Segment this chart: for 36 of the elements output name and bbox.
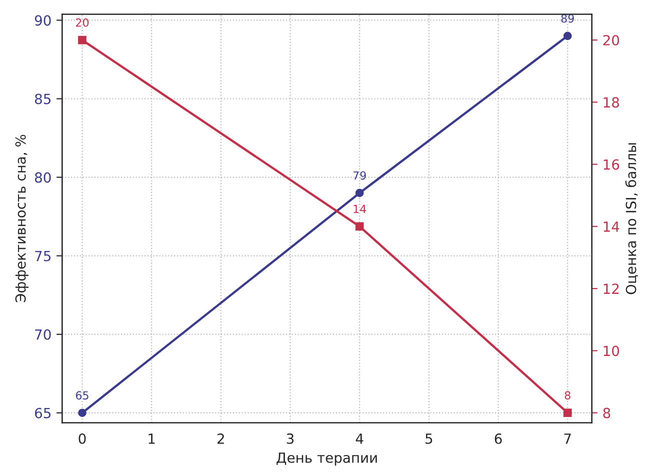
x-tick-label: 0 xyxy=(78,433,86,444)
y2-tick-label: 10 xyxy=(604,346,620,356)
y-tick-label: 65 xyxy=(35,408,50,418)
point xyxy=(78,408,86,418)
data-label: 79 xyxy=(353,171,366,180)
x-tick-label: 7 xyxy=(564,434,571,444)
y2-tick-label: 8 xyxy=(603,408,610,418)
point xyxy=(78,36,86,44)
point xyxy=(355,188,364,198)
data-label: 20 xyxy=(76,18,89,27)
x-tick-label: 5 xyxy=(426,434,432,444)
point xyxy=(355,222,364,231)
y2-tick-label: 14 xyxy=(604,222,620,232)
data-label: 89 xyxy=(561,14,574,23)
y-axis-title: Эффективность сна, % xyxy=(15,134,28,302)
y2-tick-label: 16 xyxy=(604,159,620,170)
y2-tick-label: 12 xyxy=(604,284,619,294)
y-tick-label: 80 xyxy=(34,172,51,183)
point xyxy=(563,408,572,417)
y-tick-label: 70 xyxy=(35,329,51,340)
y-tick-label: 75 xyxy=(35,250,50,262)
x-tick-label: 6 xyxy=(494,433,502,444)
x-tick-label: 1 xyxy=(148,434,155,444)
y2-axis-title: Оценка по ISI, баллы xyxy=(625,143,638,294)
y2-tick-label: 20 xyxy=(603,35,620,46)
x-tick-label: 2 xyxy=(218,433,224,444)
data-label: 65 xyxy=(76,391,88,400)
x-axis-title: День терапии xyxy=(276,452,377,466)
data-label: 8 xyxy=(564,391,570,400)
x-tick-label: 4 xyxy=(356,434,364,444)
y-tick-label: 90 xyxy=(34,15,51,26)
y-tick-label: 85 xyxy=(34,94,50,104)
y2-tick-label: 18 xyxy=(604,97,620,108)
point xyxy=(563,32,572,40)
x-tick-label: 3 xyxy=(286,433,294,444)
data-label: 14 xyxy=(354,204,366,213)
